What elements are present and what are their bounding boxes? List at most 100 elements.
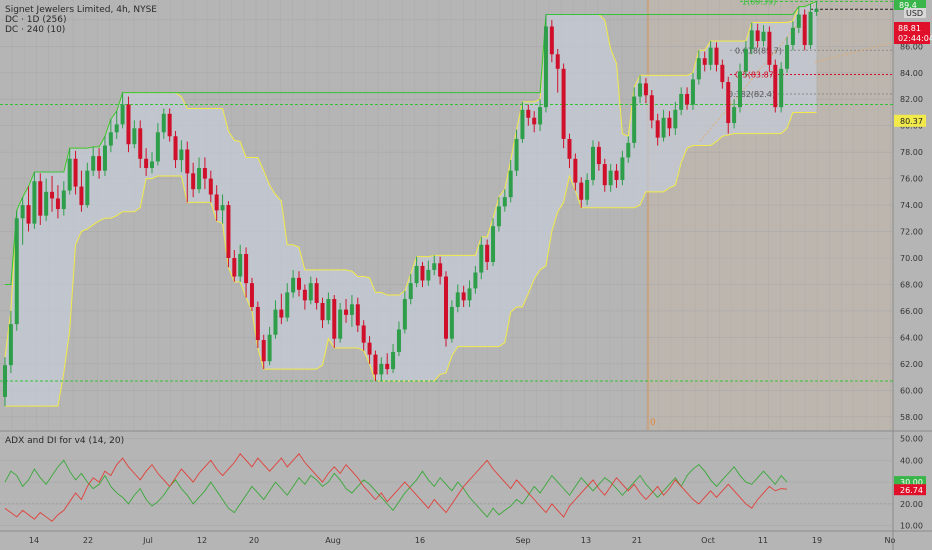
candle-body [767,31,772,65]
fib-trend-line [699,3,816,142]
candle-body [732,107,737,124]
candle-body [114,124,119,133]
candle-body [461,292,466,301]
price-tick-label: 72.00 [900,228,923,237]
candle-body [749,30,754,49]
osc-tick-label: 50.00 [900,435,923,444]
oscillator-title[interactable]: ADX and DI for v4 (14, 20) [5,436,125,446]
candle-body [496,206,501,227]
candle-body [491,226,496,262]
candle-body [408,283,413,300]
last-price-value: 88.81 [898,24,921,33]
osc-green-tag [894,476,926,488]
candle-body [220,205,225,211]
price-tick-label: 68.00 [900,280,923,289]
time-tick-label: 22 [83,536,93,545]
price-tick-label: 64.00 [900,333,923,342]
candle-body [473,272,478,289]
price-tick-label: 70.00 [900,254,923,263]
fib-label-0382: 0.382(82.4) [728,90,775,99]
candle-body [702,58,707,65]
indicator-dc-1d-label[interactable]: DC · 1D (256) [5,15,67,25]
indicator-dc-240-label[interactable]: DC · 240 (10) [5,25,66,35]
candle-body [138,128,143,159]
time-tick-label: 20 [249,536,259,545]
candle-body [126,104,131,145]
candle-body [320,302,325,321]
candle-body [355,304,360,326]
candle-body [85,170,90,206]
candle-body [3,365,7,397]
candle-body [608,170,613,186]
time-tick-label: Aug [325,536,341,545]
price-tick-label: 58.00 [900,413,923,422]
candle-body [361,325,366,343]
candle-body [808,11,813,45]
candle-body [796,14,801,28]
candle-body [44,191,49,216]
candle-body [591,146,595,180]
candle-body [720,64,725,83]
candle-body [726,82,731,124]
osc-tick-label: 10.00 [900,522,923,531]
candle-body [173,136,178,161]
candle-body [391,351,396,370]
time-tick-label: 13 [581,536,591,545]
candle-body [8,324,13,366]
candle-body [543,26,548,108]
price-tick-label: 60.00 [900,386,923,395]
candle-body [755,30,760,42]
candle-body [161,113,166,133]
osc-tick-label: 20.00 [900,500,923,509]
candle-body [238,254,243,277]
donchian-daily-upper [5,0,817,285]
candle-body [197,168,202,190]
candle-body [144,158,149,169]
candle-body [526,109,531,118]
top-price-tag [894,0,926,10]
price-tick-label: 78.00 [900,148,923,157]
candle-body [690,79,695,105]
di-minus-line [4,453,788,522]
time-tick-label: 14 [29,536,39,545]
candle-body [667,117,672,129]
candle-body [714,47,719,65]
donchian-fill [5,1,817,407]
oscillator-legend: ADX and DI for v4 (14, 20) [5,436,124,446]
candle-body [191,173,196,190]
candle-body [596,146,601,165]
candle-body [502,197,507,207]
candle-body [708,47,713,65]
time-tick-label: 16 [415,536,425,545]
candle-body [696,58,701,80]
candle-body [226,205,231,258]
candle-body [267,334,272,362]
level-tag [894,114,926,127]
candle-body [638,83,643,97]
candle-body [438,263,443,277]
last-price-tag [894,22,930,44]
session-marker-label: 0 [650,418,656,428]
candle-body [673,109,678,129]
candle-body [449,306,454,339]
candle-body [779,68,784,108]
candle-body [297,277,301,290]
candle-body [291,277,296,293]
symbol-title[interactable]: Signet Jewelers Limited, 4h, NYSE [5,5,157,15]
candle-body [379,363,384,375]
candle-body [532,117,537,125]
candle-body [632,96,637,143]
candle-body [14,218,19,325]
candle-body [573,158,578,183]
candle-body [385,363,390,370]
currency-tag [904,8,926,18]
candle-body [485,244,490,262]
candle-body [232,258,237,277]
candle-body [567,138,572,159]
price-tick-label: 66.00 [900,307,923,316]
fib-label-0618: 0.618(85.7) [735,46,782,55]
time-tick-label: Oct [701,536,715,545]
candle-body [120,104,125,125]
